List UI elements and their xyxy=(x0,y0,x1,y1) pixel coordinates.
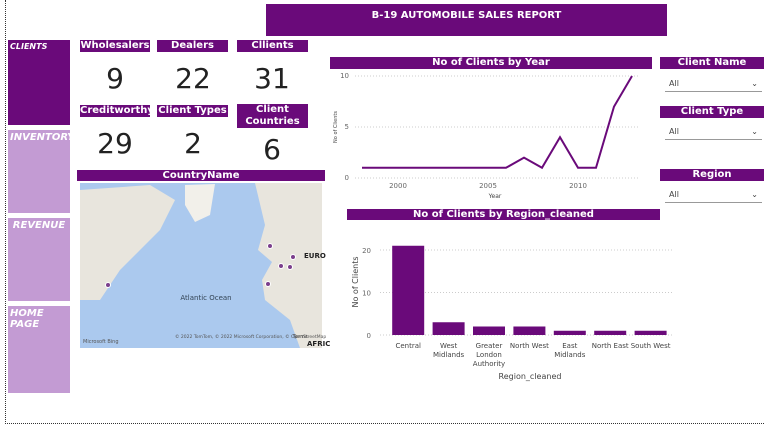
slicer-title: Client Type xyxy=(660,106,764,118)
map-brand: Microsoft Bing xyxy=(83,339,119,345)
bar xyxy=(513,326,546,335)
card-label: Creditworthy xyxy=(80,105,154,117)
x-tick-label: South West xyxy=(630,342,671,350)
card-label: Wholesalers xyxy=(80,40,150,52)
slicer-value: All xyxy=(669,127,679,136)
chart-title: No of Clients by Year xyxy=(330,57,652,69)
report-title: B-19 AUTOMOBILE SALES REPORT xyxy=(266,4,667,36)
y-tick-label: 0 xyxy=(345,174,349,182)
map-label: Atlantic Ocean xyxy=(180,294,231,302)
border xyxy=(5,423,764,424)
card-value: 6 xyxy=(263,133,281,166)
map-land xyxy=(80,185,175,300)
map-label: AFRIC xyxy=(307,340,330,348)
nav-button[interactable]: HOME PAGE xyxy=(8,306,70,393)
bar xyxy=(594,330,627,335)
x-tick-label: Central xyxy=(395,342,421,350)
y-tick-label: 0 xyxy=(367,332,371,340)
x-tick-label: North West xyxy=(509,342,549,350)
x-axis-title: Region_cleaned xyxy=(499,372,562,381)
slicer-value: All xyxy=(669,190,679,199)
card-value: 31 xyxy=(254,62,290,95)
y-tick-label: 20 xyxy=(362,247,371,255)
map-terms[interactable]: Terms xyxy=(292,334,308,340)
bar xyxy=(553,330,586,335)
line xyxy=(362,75,633,170)
y-tick-label: 10 xyxy=(340,72,349,80)
bar xyxy=(634,330,667,335)
x-tick-label: North East xyxy=(591,342,629,350)
x-tick-label: 2005 xyxy=(479,182,497,190)
slicer-title: Region xyxy=(660,169,764,181)
bar xyxy=(473,326,505,335)
slicer-title: Client Name xyxy=(660,57,764,69)
bar xyxy=(392,245,425,335)
x-tick-label: 2010 xyxy=(569,182,587,190)
slicer-value: All xyxy=(669,79,679,88)
y-tick-label: 10 xyxy=(362,290,371,298)
bar xyxy=(432,322,465,335)
nav-button[interactable]: CLIENTS xyxy=(8,40,70,125)
x-axis-title: Year xyxy=(488,193,502,200)
x-tick-label: Greater London Authority xyxy=(472,342,506,368)
y-tick-label: 5 xyxy=(345,123,349,131)
map-title: CountryName xyxy=(77,170,325,181)
slicer-dropdown[interactable]: All ⌄ xyxy=(665,187,762,203)
map-land xyxy=(185,184,215,222)
card-label: Client Types xyxy=(157,105,228,117)
card-value: 9 xyxy=(106,62,124,95)
y-axis-title: No of Clients xyxy=(333,111,339,143)
slicer-dropdown[interactable]: All ⌄ xyxy=(665,76,762,92)
border xyxy=(5,0,6,424)
card-value: 29 xyxy=(97,127,133,160)
nav-button[interactable]: REVENUE xyxy=(8,218,70,301)
x-tick-label: East Midlands xyxy=(554,342,586,359)
map-dots xyxy=(105,243,296,288)
x-tick-label: West Midlands xyxy=(432,342,465,359)
card-label: Cllients xyxy=(237,40,308,52)
nav-button[interactable]: INVENTORY xyxy=(8,130,74,213)
card-label: Client Countries xyxy=(237,104,308,128)
map-label: EURO xyxy=(304,252,326,260)
y-axis-title: No of Clients xyxy=(351,256,360,307)
card-value: 22 xyxy=(175,62,211,95)
card-label: Dealers xyxy=(157,40,228,52)
card-value: 2 xyxy=(184,127,202,160)
slicer-dropdown[interactable]: All ⌄ xyxy=(665,124,762,140)
x-tick-label: 2000 xyxy=(389,182,407,190)
map-copyright: © 2022 TomTom, © 2022 Microsoft Corporat… xyxy=(175,333,326,340)
chart-title: No of Clients by Region_cleaned xyxy=(347,209,660,220)
